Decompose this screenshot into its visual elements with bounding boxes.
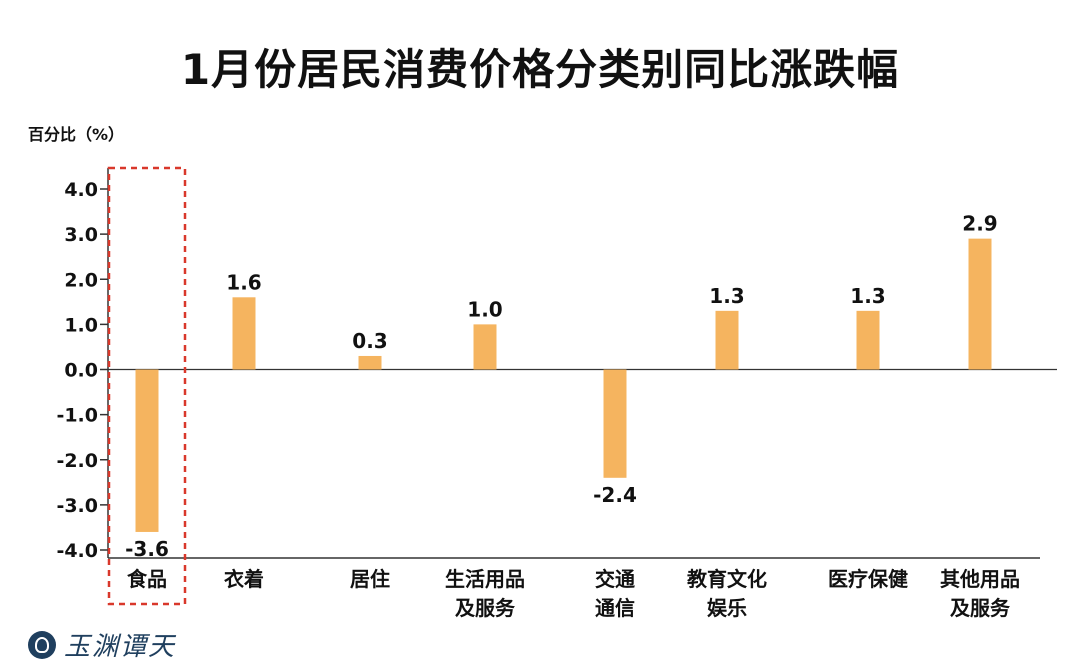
category-label: 娱乐 <box>707 596 747 620</box>
data-label: 1.6 <box>226 270 261 294</box>
y-tick-label: -3.0 <box>56 495 98 517</box>
category-label: 交通 <box>595 567 635 591</box>
brand-logo: 玉渊谭天 <box>28 626 176 663</box>
highlight-box <box>107 166 187 606</box>
data-label: 1.0 <box>467 297 502 321</box>
bar <box>856 310 880 370</box>
category-label: 其他用品 <box>940 567 1020 591</box>
bar <box>968 238 992 370</box>
bar <box>135 369 159 532</box>
bar <box>603 369 627 478</box>
category-label: 通信 <box>595 596 635 620</box>
data-label: 2.9 <box>962 212 997 236</box>
logo-icon <box>28 630 56 659</box>
y-axis-label: 百分比（%） <box>28 125 125 144</box>
logo-text: 玉渊谭天 <box>64 632 177 662</box>
data-label: 0.3 <box>352 329 387 353</box>
y-tick-label: 4.0 <box>64 179 98 201</box>
y-tick-label: 0.0 <box>64 360 98 382</box>
category-label: 教育文化 <box>687 567 767 591</box>
category-label: 生活用品 <box>445 567 525 591</box>
y-tick-label: 3.0 <box>64 224 98 246</box>
category-label: 及服务 <box>950 596 1011 620</box>
y-tick-label: -1.0 <box>56 405 98 427</box>
category-label: 衣着 <box>224 567 264 591</box>
data-label: 1.3 <box>850 284 885 308</box>
bar <box>715 310 739 370</box>
y-tick-label: -2.0 <box>56 450 98 472</box>
data-label: 1.3 <box>709 284 744 308</box>
bar <box>358 355 382 370</box>
category-label: 食品 <box>127 567 167 591</box>
data-label: -2.4 <box>593 483 637 507</box>
bar <box>473 324 497 370</box>
y-tick-label: -4.0 <box>56 540 98 562</box>
chart-title: 1月份居民消费价格分类别同比涨跌幅 <box>180 45 900 94</box>
y-tick-label: 1.0 <box>64 314 98 336</box>
category-label: 及服务 <box>455 596 516 620</box>
data-label: -3.6 <box>125 537 169 561</box>
y-tick-label: 2.0 <box>64 269 98 291</box>
bar <box>232 297 256 370</box>
category-label: 医疗保健 <box>828 567 908 591</box>
category-label: 居住 <box>350 567 390 591</box>
